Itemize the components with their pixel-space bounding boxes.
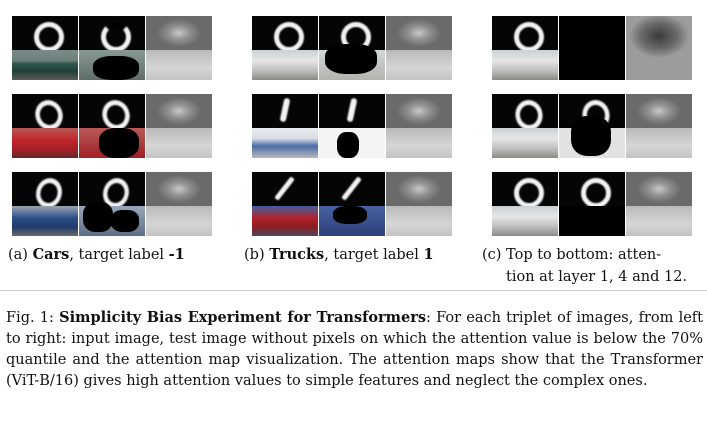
masked-image [319, 16, 385, 80]
attention-map [626, 16, 692, 80]
input-image [492, 172, 558, 236]
attention-map [626, 94, 692, 158]
input-image [12, 94, 78, 158]
attention-map [386, 16, 452, 80]
attention-map [386, 172, 452, 236]
triplet-cars-2 [12, 94, 212, 158]
masked-image [319, 94, 385, 158]
panel-layers [492, 16, 692, 250]
attention-map [146, 172, 212, 236]
subcaption-c: (c) Top to bottom: atten- tion at layer … [482, 247, 688, 285]
masked-image [559, 94, 625, 158]
triplet-layer-4 [492, 94, 692, 158]
attention-map [386, 94, 452, 158]
attention-map [146, 94, 212, 158]
masked-image [79, 172, 145, 236]
triplet-trucks-1 [252, 16, 452, 80]
separator [0, 290, 707, 291]
masked-image [559, 172, 625, 236]
input-image [492, 16, 558, 80]
masked-image [79, 94, 145, 158]
input-image [252, 172, 318, 236]
triplet-layer-1 [492, 16, 692, 80]
input-image [252, 16, 318, 80]
subcaption-a: (a) Cars, target label -1 [8, 246, 185, 263]
triplet-cars-1 [12, 16, 212, 80]
panel-cars [12, 16, 212, 250]
triplet-trucks-2 [252, 94, 452, 158]
input-image [12, 16, 78, 80]
input-image [492, 94, 558, 158]
masked-image [79, 16, 145, 80]
figure-caption: Fig. 1: Simplicity Bias Experiment for T… [6, 309, 703, 389]
attention-map [146, 16, 212, 80]
input-image [252, 94, 318, 158]
triplet-trucks-3 [252, 172, 452, 236]
triplet-layer-12 [492, 172, 692, 236]
subcaption-b: (b) Trucks, target label 1 [244, 246, 434, 263]
attention-map [626, 172, 692, 236]
triplet-cars-3 [12, 172, 212, 236]
input-image [12, 172, 78, 236]
masked-image [319, 172, 385, 236]
panel-trucks [252, 16, 452, 250]
masked-image [559, 16, 625, 80]
